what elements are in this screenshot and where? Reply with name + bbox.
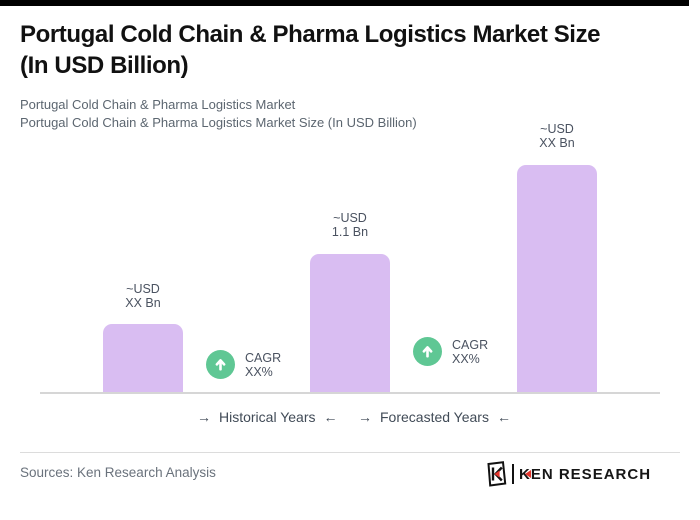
chart-subtitle-line2: Portugal Cold Chain & Pharma Logistics M… <box>20 115 417 130</box>
logo-red-arrow-icon <box>524 469 531 478</box>
arrow-left-icon: ← <box>323 409 338 425</box>
forecasted-years-label: Forecasted Years <box>380 409 489 425</box>
bar-forecast-end <box>517 165 597 393</box>
bar-2-value-label: ~USD 1.1 Bn <box>295 211 405 239</box>
page-title-line1: Portugal Cold Chain & Pharma Logistics M… <box>20 21 601 48</box>
cagr-line1: CAGR <box>452 337 489 352</box>
bar-3-value-label: ~USD XX Bn <box>502 122 612 150</box>
historical-years-label: Historical Years <box>219 409 316 425</box>
arrow-right-icon: → <box>197 409 211 425</box>
arrow-right-icon: → <box>358 409 372 425</box>
arrow-left-icon: ← <box>496 409 511 425</box>
cagr-badge-forecast: CAGR XX% <box>413 337 488 366</box>
page-title-line2: (In USD Billion) <box>20 52 189 79</box>
historical-years-group: → Historical Years ← <box>197 409 338 425</box>
cagr-line2: XX% <box>245 364 273 379</box>
bar-1-value-line2: XX Bn <box>125 296 161 310</box>
bar-base-year <box>310 254 390 393</box>
footer-divider <box>20 452 680 453</box>
top-accent-bar <box>0 0 689 6</box>
sources-text: Sources: Ken Research Analysis <box>20 465 216 480</box>
forecasted-years-group: → Forecasted Years ← <box>358 409 511 425</box>
cagr-badge-historical: CAGR XX% <box>206 350 281 379</box>
cagr-label: CAGR XX% <box>245 351 281 379</box>
bar-3-value-line1: ~USD <box>540 122 574 136</box>
bar-2-value-line1: ~USD <box>333 211 367 225</box>
chart-subtitle: Portugal Cold Chain & Pharma Logistics M… <box>20 96 417 132</box>
bar-1-value-line1: ~USD <box>126 282 160 296</box>
bar-1-value-label: ~USD XX Bn <box>88 282 198 310</box>
cagr-label: CAGR XX% <box>452 338 488 366</box>
logo-k-badge-icon <box>487 461 507 487</box>
bar-3-value-line2: XX Bn <box>539 136 575 150</box>
logo-divider <box>512 464 514 484</box>
up-arrow-icon <box>413 337 442 366</box>
cagr-line2: XX% <box>452 351 480 366</box>
ken-research-logo: K EN RESEARCH <box>486 460 651 488</box>
logo-wordmark-rest: EN RESEARCH <box>530 465 652 483</box>
page-title: Portugal Cold Chain & Pharma Logistics M… <box>20 19 690 81</box>
cagr-line1: CAGR <box>245 350 282 365</box>
chart-subtitle-line1: Portugal Cold Chain & Pharma Logistics M… <box>20 97 296 112</box>
x-axis-baseline <box>40 392 660 394</box>
bar-historical-start <box>103 324 183 393</box>
bar-2-value-line2: 1.1 Bn <box>331 225 369 239</box>
logo-wordmark: K EN RESEARCH <box>519 466 651 483</box>
up-arrow-icon <box>206 350 235 379</box>
logo-letter-k: K <box>519 465 531 483</box>
